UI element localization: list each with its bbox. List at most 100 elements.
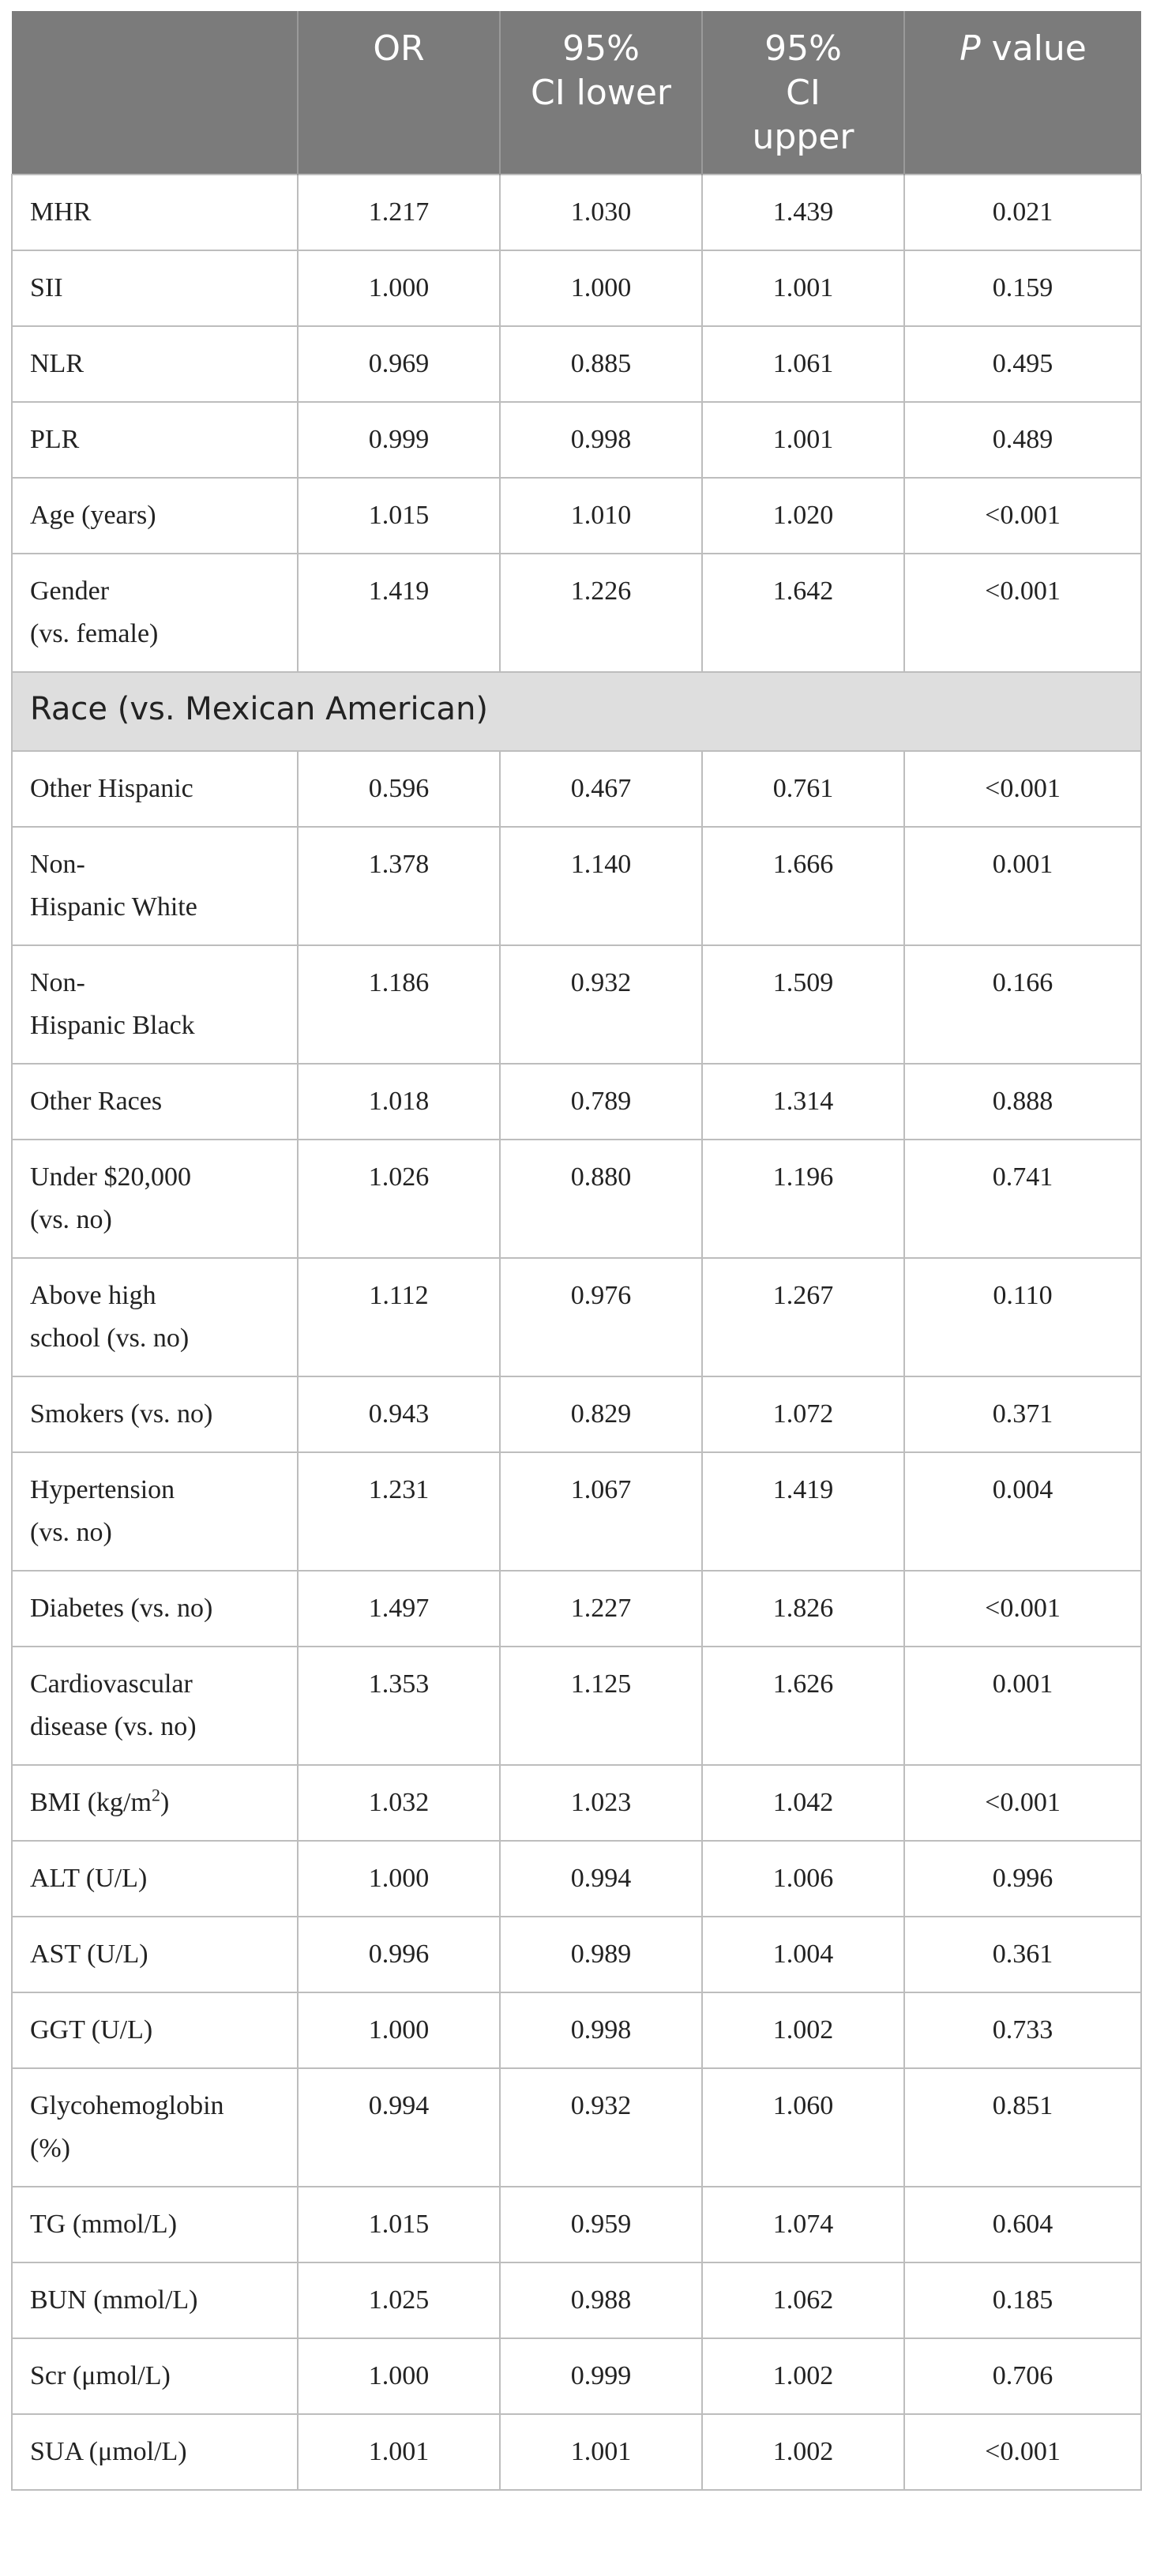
p-value: <0.001 xyxy=(903,1570,1142,1647)
or-value: 1.015 xyxy=(297,2186,501,2263)
row-label-line: Diabetes (vs. no) xyxy=(30,1594,213,1623)
header-ci-upper-line3: upper xyxy=(752,117,854,157)
ci-lower-value: 1.227 xyxy=(499,1570,703,1647)
row-label: Hypertension (vs. no) xyxy=(11,1451,299,1572)
row-label-superscript: 2 xyxy=(151,1785,160,1805)
or-value: 0.999 xyxy=(297,401,501,479)
or-value: 1.032 xyxy=(297,1764,501,1842)
ci-upper-value: 1.042 xyxy=(701,1764,905,1842)
ci-lower-value: 0.999 xyxy=(499,2338,703,2415)
row-label-line: (vs. no) xyxy=(30,1518,112,1547)
ci-upper-value: 1.001 xyxy=(701,401,905,479)
p-value: 0.851 xyxy=(903,2067,1142,2187)
or-value: 1.015 xyxy=(297,477,501,554)
or-value: 1.026 xyxy=(297,1139,501,1259)
table-body: MHR 1.217 1.030 1.439 0.021 SII 1.000 1.000 1.00… xyxy=(11,174,1142,2491)
header-ci-upper-line2: CI xyxy=(786,73,821,113)
table-row: NLR 0.969 0.885 1.061 0.495 xyxy=(11,325,1142,403)
ci-upper-value: 1.002 xyxy=(701,2338,905,2415)
row-label-line: school (vs. no) xyxy=(30,1324,190,1353)
ci-lower-value: 1.125 xyxy=(499,1646,703,1766)
ci-lower-value: 1.226 xyxy=(499,553,703,673)
row-label: ALT (U/L) xyxy=(11,1840,299,1917)
ci-upper-value: 1.020 xyxy=(701,477,905,554)
or-value: 1.497 xyxy=(297,1570,501,1647)
row-label-line: Non- xyxy=(30,850,85,879)
p-value: 0.159 xyxy=(903,250,1142,327)
row-label-line: Scr (μmol/L) xyxy=(30,2361,171,2390)
p-value: <0.001 xyxy=(903,1764,1142,1842)
row-label-suffix: ) xyxy=(160,1788,170,1817)
row-label-line: MHR xyxy=(30,197,92,227)
row-label: TG (mmol/L) xyxy=(11,2186,299,2263)
ci-lower-value: 0.976 xyxy=(499,1257,703,1377)
ci-upper-value: 1.060 xyxy=(701,2067,905,2187)
ci-lower-value: 0.789 xyxy=(499,1063,703,1140)
row-label: Under $20,000 (vs. no) xyxy=(11,1139,299,1259)
row-label: AST (U/L) xyxy=(11,1916,299,1993)
ci-upper-value: 1.196 xyxy=(701,1139,905,1259)
row-label: PLR xyxy=(11,401,299,479)
ci-upper-value: 1.439 xyxy=(701,174,905,251)
or-value: 1.000 xyxy=(297,2338,501,2415)
table-row: Non- Hispanic Black 1.186 0.932 1.509 0.166 xyxy=(11,944,1142,1065)
ci-upper-value: 1.509 xyxy=(701,944,905,1065)
ci-lower-value: 1.140 xyxy=(499,826,703,946)
ci-lower-value: 0.932 xyxy=(499,2067,703,2187)
table-row: Age (years) 1.015 1.010 1.020 <0.001 xyxy=(11,477,1142,554)
ci-lower-value: 0.932 xyxy=(499,944,703,1065)
ci-upper-value: 1.314 xyxy=(701,1063,905,1140)
row-label-line: (%) xyxy=(30,2134,70,2163)
row-label-line: Hypertension xyxy=(30,1475,175,1504)
or-value: 1.186 xyxy=(297,944,501,1065)
ci-upper-value: 1.061 xyxy=(701,325,905,403)
or-value: 0.596 xyxy=(297,750,501,828)
row-label-line: (vs. no) xyxy=(30,1205,112,1234)
or-value: 1.000 xyxy=(297,250,501,327)
or-value: 1.025 xyxy=(297,2262,501,2339)
or-value: 1.000 xyxy=(297,1840,501,1917)
ci-lower-value: 0.959 xyxy=(499,2186,703,2263)
or-value: 1.419 xyxy=(297,553,501,673)
table-row: SII 1.000 1.000 1.001 0.159 xyxy=(11,250,1142,327)
table-row: Under $20,000 (vs. no) 1.026 0.880 1.196 0.74… xyxy=(11,1139,1142,1259)
row-label-line: BMI (kg/m xyxy=(30,1788,152,1817)
row-label-line: Hispanic White xyxy=(30,892,197,922)
table-row: Hypertension (vs. no) 1.231 1.067 1.419 0.004 xyxy=(11,1451,1142,1572)
ci-lower-value: 0.885 xyxy=(499,325,703,403)
p-value: 0.489 xyxy=(903,401,1142,479)
table-row: Smokers (vs. no) 0.943 0.829 1.072 0.371 xyxy=(11,1376,1142,1453)
p-value: 0.733 xyxy=(903,1992,1142,2069)
regression-table-container: OR 95% CI lower 95% CI upper P value MHR… xyxy=(11,11,1142,2491)
ci-lower-value: 1.067 xyxy=(499,1451,703,1572)
row-label-line: TG (mmol/L) xyxy=(30,2210,178,2239)
ci-lower-value: 1.010 xyxy=(499,477,703,554)
header-variable xyxy=(12,11,298,175)
table-row: Diabetes (vs. no) 1.497 1.227 1.826 <0.001 xyxy=(11,1570,1142,1647)
row-label: SUA (μmol/L) xyxy=(11,2413,299,2491)
p-value: <0.001 xyxy=(903,553,1142,673)
ci-lower-value: 0.998 xyxy=(499,1992,703,2069)
ci-upper-value: 1.001 xyxy=(701,250,905,327)
row-label: Gender (vs. female) xyxy=(11,553,299,673)
or-value: 1.217 xyxy=(297,174,501,251)
or-value: 1.112 xyxy=(297,1257,501,1377)
row-label: Other Hispanic xyxy=(11,750,299,828)
header-or: OR xyxy=(297,11,500,175)
row-label: Other Races xyxy=(11,1063,299,1140)
table-row: MHR 1.217 1.030 1.439 0.021 xyxy=(11,174,1142,251)
row-label-line: disease (vs. no) xyxy=(30,1712,197,1741)
header-ci-lower-line1: 95% xyxy=(562,28,640,69)
p-value: <0.001 xyxy=(903,2413,1142,2491)
row-label: Scr (μmol/L) xyxy=(11,2338,299,2415)
ci-upper-value: 1.642 xyxy=(701,553,905,673)
row-label-line: (vs. female) xyxy=(30,619,159,648)
p-value: 0.001 xyxy=(903,826,1142,946)
p-value: 0.185 xyxy=(903,2262,1142,2339)
or-value: 1.018 xyxy=(297,1063,501,1140)
row-label-line: BUN (mmol/L) xyxy=(30,2285,198,2315)
table-row: Cardiovascular disease (vs. no) 1.353 1.125… xyxy=(11,1646,1142,1766)
p-value: 0.495 xyxy=(903,325,1142,403)
row-label: Non- Hispanic White xyxy=(11,826,299,946)
row-label-line: PLR xyxy=(30,425,80,454)
